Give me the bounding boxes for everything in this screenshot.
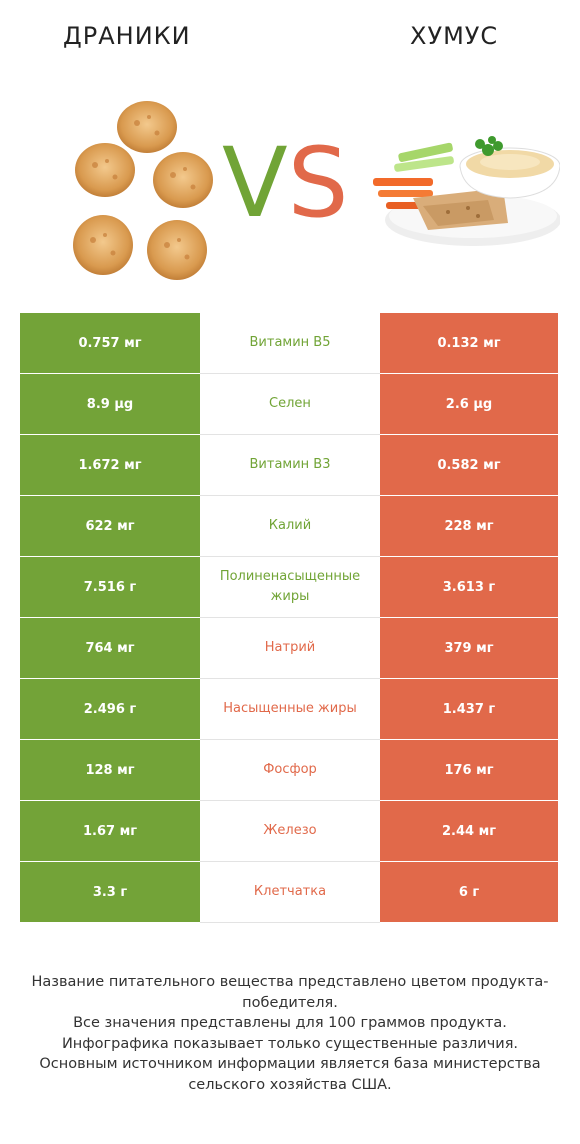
comparison-row: 1.672 мг Витамин B3 0.582 мг: [20, 434, 558, 496]
left-value: 8.9 µg: [20, 373, 200, 435]
footer-line-4: Основным источником информации является …: [39, 1056, 541, 1093]
parsley-garnish: [475, 136, 503, 156]
left-value: 0.757 мг: [20, 313, 200, 374]
left-value: 622 мг: [20, 495, 200, 557]
comparison-row: 764 мг Натрий 379 мг: [20, 617, 558, 679]
comparison-row: 1.67 мг Железо 2.44 мг: [20, 800, 558, 862]
hummus-image: [373, 136, 560, 246]
hummus-bowl: [459, 147, 560, 199]
nutrient-name: Витамин B5: [200, 313, 380, 374]
left-value: 1.672 мг: [20, 434, 200, 496]
left-value: 1.67 мг: [20, 800, 200, 862]
pita-bread: [413, 188, 508, 230]
left-food-title: ДРАНИКИ: [63, 22, 191, 50]
left-value: 764 мг: [20, 617, 200, 679]
nutrient-name: Натрий: [200, 617, 380, 679]
comparison-table: 0.757 мг Витамин B5 0.132 мг 8.9 µg Селен 2.6…: [20, 313, 558, 923]
footer-note: Название питательного вещества представл…: [20, 972, 560, 1095]
nutrient-name: Фосфор: [200, 739, 380, 801]
pancake-shapes: [73, 101, 213, 280]
vs-s: S: [287, 127, 349, 239]
footer-line-3: Инфографика показывает только существенн…: [61, 1035, 519, 1052]
left-value: 128 мг: [20, 739, 200, 801]
right-value: 3.613 г: [380, 556, 558, 618]
right-value: 379 мг: [380, 617, 558, 679]
nutrient-name: Витамин B3: [200, 434, 380, 496]
left-value: 2.496 г: [20, 678, 200, 740]
nutrient-name: Полиненасыщенные жиры: [200, 556, 380, 618]
vs-v: V: [222, 127, 288, 239]
footer-line-1: Название питательного вещества представл…: [31, 974, 549, 1011]
right-value: 228 мг: [380, 495, 558, 557]
comparison-row: 2.496 г Насыщенные жиры 1.437 г: [20, 678, 558, 740]
nutrient-name: Железо: [200, 800, 380, 862]
nutrient-name: Калий: [200, 495, 380, 557]
left-value: 7.516 г: [20, 556, 200, 618]
comparison-row: 3.3 г Клетчатка 6 г: [20, 861, 558, 923]
footer-line-2: Все значения представлены для 100 граммо…: [73, 1015, 507, 1031]
celery-sticks: [394, 142, 454, 172]
nutrient-name: Насыщенные жиры: [200, 678, 380, 740]
vs-label: VS: [222, 135, 349, 231]
right-value: 6 г: [380, 861, 558, 923]
potato-pancakes-image: [73, 101, 213, 280]
right-value: 0.132 мг: [380, 313, 558, 374]
comparison-row: 0.757 мг Витамин B5 0.132 мг: [20, 313, 558, 374]
right-value: 2.44 мг: [380, 800, 558, 862]
right-value: 0.582 мг: [380, 434, 558, 496]
comparison-row: 8.9 µg Селен 2.6 µg: [20, 373, 558, 435]
left-value: 3.3 г: [20, 861, 200, 923]
right-value: 176 мг: [380, 739, 558, 801]
nutrient-name: Клетчатка: [200, 861, 380, 923]
comparison-row: 622 мг Калий 228 мг: [20, 495, 558, 557]
nutrient-name: Селен: [200, 373, 380, 435]
comparison-row: 128 мг Фосфор 176 мг: [20, 739, 558, 801]
right-value: 2.6 µg: [380, 373, 558, 435]
right-value: 1.437 г: [380, 678, 558, 740]
comparison-row: 7.516 г Полиненасыщенные жиры 3.613 г: [20, 556, 558, 618]
right-food-title: ХУМУС: [410, 22, 499, 50]
